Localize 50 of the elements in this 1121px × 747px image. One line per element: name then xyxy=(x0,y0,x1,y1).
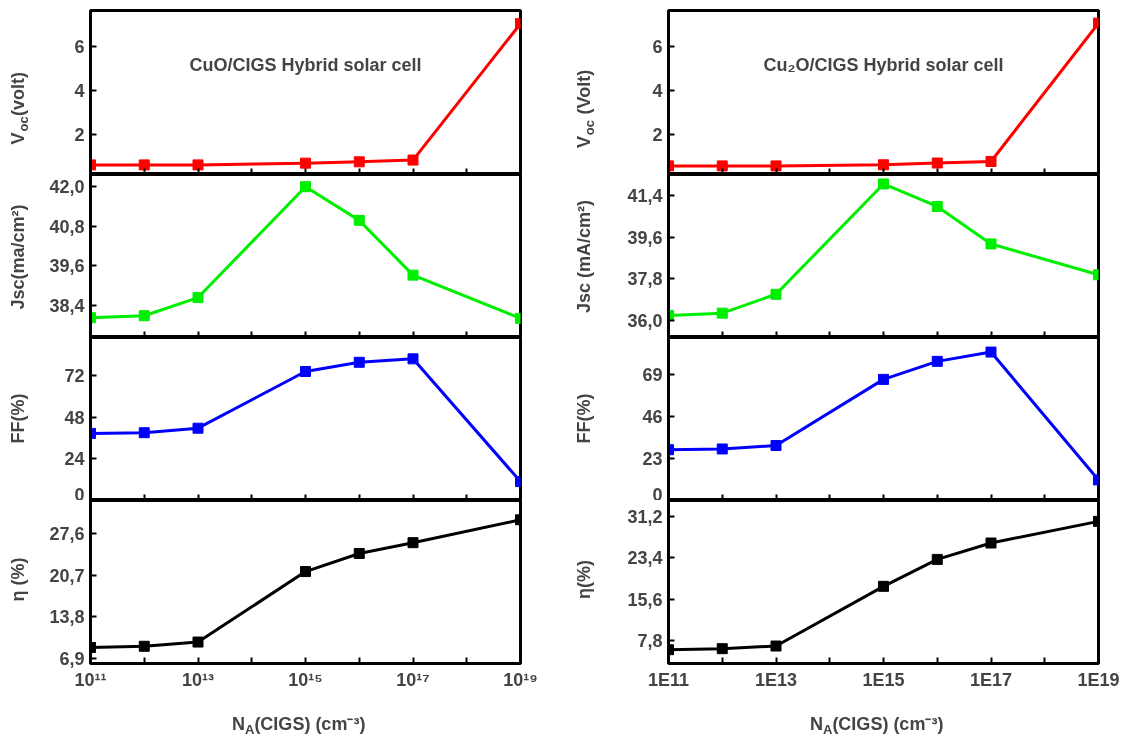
y-tick-label: 2 xyxy=(74,124,85,145)
y-axis-title: FF(%) xyxy=(573,393,594,444)
y-tick-label: 48 xyxy=(64,407,85,428)
y-tick-label: 40,8 xyxy=(49,216,85,237)
y-tick-label: 27,6 xyxy=(49,524,85,545)
x-tick-label: 10¹¹ xyxy=(74,669,107,690)
y-tick-label: 72 xyxy=(64,366,85,387)
y-tick-label: 15,6 xyxy=(627,589,663,610)
y-tick-label: 6,9 xyxy=(59,648,85,669)
y-tick-label: 20,7 xyxy=(49,565,85,586)
x-tick-label: 1E13 xyxy=(754,669,798,690)
y-tick-label: 13,8 xyxy=(49,607,85,628)
x-tick-label: 10¹⁹ xyxy=(503,669,538,690)
x-tick-label: 1E11 xyxy=(647,669,690,690)
y-tick-label: 39,6 xyxy=(627,227,663,248)
x-tick-label: 1E19 xyxy=(1077,669,1120,690)
y-axis-title: Voc(volt) xyxy=(7,71,31,145)
y-tick-label: 39,6 xyxy=(49,256,85,277)
y-tick-label: 38,4 xyxy=(49,295,85,316)
y-axis-title: η (%) xyxy=(7,557,28,602)
y-tick-label: 23 xyxy=(642,449,663,470)
y-axis-title: Jsc (mA/cm²) xyxy=(573,200,594,314)
y-tick-label: 46 xyxy=(642,407,663,428)
y-tick-label: 0 xyxy=(74,484,85,505)
y-axis-title: FF(%) xyxy=(7,393,28,444)
y-tick-label: 6 xyxy=(652,37,663,58)
y-tick-label: 31,2 xyxy=(627,507,663,528)
y-tick-label: 7,8 xyxy=(637,630,663,651)
x-tick-label: 10¹⁷ xyxy=(396,669,430,690)
y-tick-label: 36,0 xyxy=(627,310,663,331)
x-tick-label: 1E15 xyxy=(862,669,905,690)
y-tick-label: 24 xyxy=(64,449,85,470)
y-axis-title: Voc (Volt) xyxy=(573,69,597,149)
x-tick-label: 10¹⁵ xyxy=(288,669,323,690)
x-tick-label: 10¹³ xyxy=(182,669,215,690)
y-tick-label: 2 xyxy=(652,125,663,146)
y-tick-label: 4 xyxy=(74,81,85,102)
y-tick-label: 0 xyxy=(652,484,663,505)
annotation: CuO/CIGS Hybrid solar cell xyxy=(189,54,422,75)
y-tick-label: 6 xyxy=(74,37,85,58)
y-tick-label: 42,0 xyxy=(49,177,85,198)
y-axis-title: Jsc(ma/cm²) xyxy=(7,204,28,310)
y-tick-label: 23,4 xyxy=(627,548,663,569)
annotation: Cu₂O/CIGS Hybrid solar cell xyxy=(763,54,1004,75)
y-tick-label: 37,8 xyxy=(627,269,663,290)
x-tick-label: 1E17 xyxy=(969,669,1013,690)
y-tick-label: 69 xyxy=(642,365,663,386)
y-tick-label: 41,4 xyxy=(627,186,663,207)
y-tick-label: 4 xyxy=(652,81,663,102)
y-axis-title: η(%) xyxy=(573,559,594,599)
